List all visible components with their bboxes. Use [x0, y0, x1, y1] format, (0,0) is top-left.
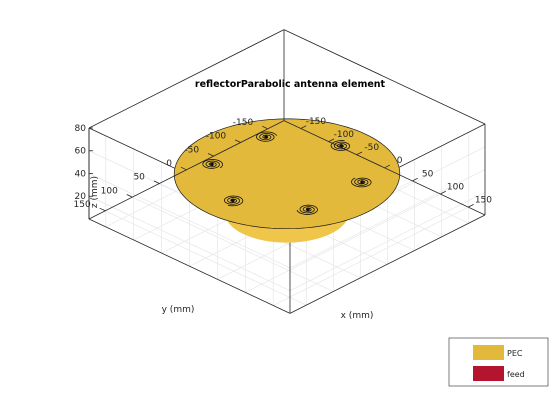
feed-center: [210, 162, 214, 167]
y-tick-label: 50: [133, 173, 145, 183]
y-tick-mark: [180, 166, 187, 171]
x-tick-label: 100: [447, 182, 464, 192]
x-tick-mark: [384, 164, 391, 169]
feed-spiral: [202, 159, 223, 169]
z-tick-label: 80: [75, 124, 87, 134]
x-tick-mark: [300, 125, 307, 129]
tick-labels: -150 -100 -50 0 50 100 150 -150 -100 -50 0 50 100 150…: [74, 117, 493, 210]
legend-swatch-pec: [473, 345, 504, 360]
y-tick-mark: [126, 194, 133, 198]
x-tick-mark: [412, 177, 419, 182]
feed-element: [202, 159, 223, 169]
y-tick-mark: [262, 125, 268, 130]
x-tick-label: -100: [334, 130, 355, 140]
feed-element: [256, 131, 278, 142]
box-edge-back: [88, 218, 291, 314]
feed-elements: [202, 131, 372, 215]
grid-wall-z: [289, 191, 486, 291]
axes-front-box: [88, 29, 486, 220]
legend-label-pec: PEC: [507, 349, 523, 358]
feed-spiral: [223, 195, 244, 207]
z-tick-label: 60: [75, 147, 87, 157]
y-tick-mark: [153, 180, 160, 184]
x-tick-label: 0: [397, 156, 403, 166]
x-axis-label: x (mm): [341, 311, 374, 321]
y-tick-label: -50: [184, 145, 199, 155]
z-axis-label: z (mm): [90, 176, 100, 208]
grid-wall-z: [289, 169, 486, 269]
y-tick-mark: [207, 153, 214, 157]
y-tick-label: -150: [233, 118, 254, 128]
grid-wall-z: [88, 173, 291, 269]
y-tick-label: 150: [74, 200, 91, 210]
feed-center: [360, 180, 364, 184]
z-tick-label: 40: [75, 169, 87, 179]
x-tick-label: 50: [422, 169, 434, 179]
legend-label-feed: feed: [507, 370, 525, 379]
y-tick-label: 0: [166, 159, 172, 169]
x-tick-label: -150: [306, 117, 327, 127]
box-edge-back: [289, 214, 486, 314]
x-tick-mark: [328, 138, 335, 142]
box-edge-front: [88, 29, 285, 129]
grid-floor-y: [132, 196, 334, 292]
legend-swatch-feed: [473, 366, 504, 381]
y-tick-label: -100: [206, 132, 227, 142]
feed-center: [306, 207, 310, 212]
grid-floor-y: [105, 210, 307, 306]
y-axis-label: y (mm): [162, 305, 195, 315]
feed-element: [223, 195, 244, 207]
feed-center: [231, 198, 235, 203]
box-edge-front: [283, 29, 486, 125]
y-tick-label: 100: [101, 186, 118, 196]
feed-element: [351, 177, 372, 188]
grid-wall-z: [88, 195, 291, 291]
x-tick-mark: [468, 204, 474, 208]
feed-element: [296, 204, 318, 215]
box-edge-front: [283, 120, 486, 216]
y-tick-mark: [99, 207, 106, 212]
feed-center: [264, 135, 268, 139]
x-tick-mark: [440, 190, 446, 195]
x-tick-label: -50: [364, 143, 379, 153]
x-tick-label: 150: [475, 195, 492, 205]
chart-title: reflectorParabolic antenna element: [195, 79, 386, 90]
legend: PEC feed: [448, 337, 549, 387]
feed-spiral: [351, 177, 372, 188]
y-tick-mark: [234, 139, 241, 143]
x-tick-mark: [356, 151, 363, 156]
z-tick-label: 20: [75, 192, 87, 202]
